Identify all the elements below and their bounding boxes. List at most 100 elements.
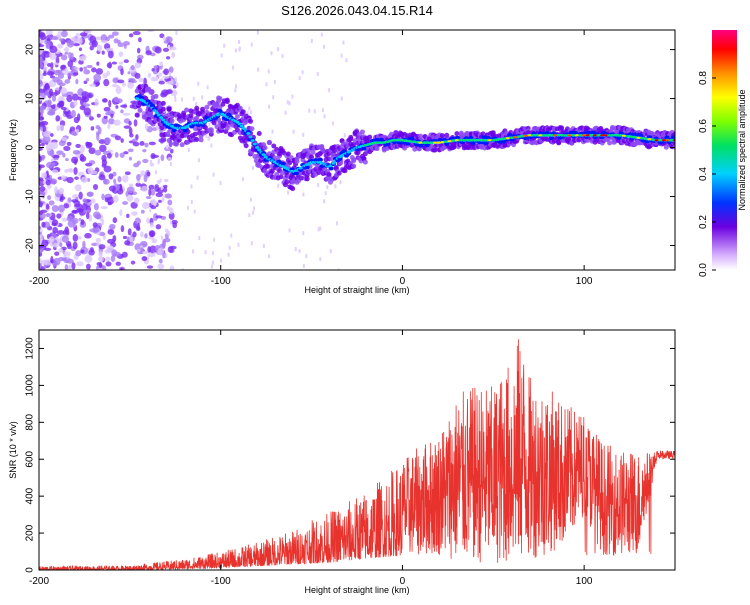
spectrogram-cell bbox=[128, 127, 133, 135]
spectrogram-cell bbox=[39, 32, 46, 41]
spectrogram-cell bbox=[548, 135, 555, 140]
spectrogram-cell bbox=[57, 43, 64, 49]
spectrogram-cell bbox=[212, 172, 215, 177]
spectrogram-cell bbox=[124, 171, 131, 176]
spectrogram-cell bbox=[339, 180, 342, 185]
spectrogram-cell bbox=[64, 46, 70, 53]
spectrogram-cell bbox=[180, 97, 183, 102]
spectrogram-cell bbox=[122, 112, 131, 116]
spectrogram-cell bbox=[72, 72, 79, 76]
spectrogram-cell bbox=[305, 254, 308, 259]
spectrogram-cell bbox=[414, 141, 420, 144]
spectrogram-cell bbox=[250, 42, 253, 47]
spectrogram-cell bbox=[58, 248, 63, 253]
spectrogram-cell bbox=[49, 41, 54, 50]
spectrogram-cell bbox=[351, 158, 357, 164]
spectrogram-cell bbox=[257, 67, 260, 72]
spectrogram-cell bbox=[66, 40, 75, 48]
spectrogram-cell bbox=[192, 249, 195, 254]
spectrogram-cell bbox=[106, 245, 114, 252]
spectrogram-cell bbox=[162, 75, 170, 79]
spectrogram-cell bbox=[102, 72, 108, 79]
spectrogram-cell bbox=[114, 135, 122, 141]
spectrogram-cell bbox=[324, 191, 327, 196]
spectrogram-cell bbox=[160, 106, 166, 112]
spectrogram-cell bbox=[133, 119, 138, 127]
spectrogram-cell bbox=[281, 54, 284, 59]
spectrogram-cell bbox=[51, 104, 56, 110]
spectrogram-cell bbox=[58, 187, 65, 195]
spectrogram-cell bbox=[578, 134, 583, 137]
spectrogram-cell bbox=[52, 226, 59, 234]
spectrogram-cell bbox=[98, 262, 103, 269]
spectrogram-cell bbox=[60, 106, 67, 111]
spectrogram-cell bbox=[498, 138, 503, 141]
spectrogram-cell bbox=[567, 134, 572, 137]
spectrogram-cell bbox=[184, 107, 190, 113]
spectrogram-cell bbox=[167, 44, 170, 49]
spectrogram-cell bbox=[46, 71, 55, 76]
spectrogram-cell bbox=[71, 262, 76, 270]
spectrogram-cell bbox=[143, 77, 147, 86]
spectrogram-cell bbox=[545, 134, 550, 137]
spectrogram-cell bbox=[326, 172, 332, 178]
spectrogram-cell bbox=[94, 149, 102, 156]
spectrogram-cell bbox=[192, 96, 195, 101]
spectrogram-cell bbox=[51, 219, 59, 227]
spectrogram-cell bbox=[230, 233, 233, 238]
spectrogram-cell bbox=[158, 199, 162, 203]
spectrogram-cell bbox=[309, 154, 315, 160]
spectrogram-cell bbox=[41, 154, 45, 161]
spectrogram-cell bbox=[44, 247, 52, 252]
spectrogram-cell bbox=[82, 198, 88, 203]
spectrogram-cell bbox=[167, 246, 174, 253]
spectrogram-cell bbox=[332, 148, 338, 154]
spectrogram-cell bbox=[182, 128, 188, 133]
spectrogram-cell bbox=[61, 136, 68, 142]
spectrogram-cell bbox=[134, 62, 141, 69]
spectrogram-cell bbox=[118, 61, 124, 65]
spectrogram-cell bbox=[130, 201, 138, 209]
colorbar-ticks: 0.0 0.2 0.4 0.6 0.8 bbox=[698, 71, 716, 277]
spectrogram-cell bbox=[361, 146, 367, 151]
spectrogram-cell bbox=[193, 209, 196, 214]
spectrogram-cell bbox=[385, 141, 391, 146]
spectrogram-cell bbox=[262, 243, 265, 248]
spectrogram-cell bbox=[65, 157, 69, 162]
spectrogram-cell bbox=[61, 235, 70, 243]
spectrogram-cell bbox=[131, 211, 138, 216]
spectrogram-cell bbox=[50, 62, 54, 70]
spectrogram-cell bbox=[159, 125, 165, 131]
spectrogram-cell bbox=[39, 57, 44, 64]
spectrogram-cell bbox=[288, 228, 291, 233]
spectrogram-cell bbox=[66, 141, 72, 146]
spectrogram-cell bbox=[39, 237, 43, 245]
spectrogram-cell bbox=[66, 258, 74, 264]
spectrogram-cell bbox=[90, 126, 95, 131]
spectrogram-cell bbox=[108, 34, 115, 39]
spectrogram-cell bbox=[101, 218, 105, 226]
spectrogram-cell bbox=[592, 134, 598, 137]
snr-y-axis: 0 200 400 600 800 1000 1200 bbox=[25, 337, 675, 573]
spectrogram-cell bbox=[86, 93, 93, 98]
spectrogram-cell bbox=[79, 32, 88, 37]
spectrogram-cell bbox=[80, 249, 85, 254]
spectrogram-cell bbox=[59, 197, 64, 202]
spectrogram-cell bbox=[304, 176, 310, 182]
spectrogram-cell bbox=[120, 68, 124, 76]
spectrogram-cell bbox=[250, 139, 255, 142]
spectrogram-cell bbox=[378, 141, 383, 144]
spectrogram-cell bbox=[237, 242, 240, 247]
spectrogram-cell bbox=[56, 150, 64, 156]
spectrogram-cell bbox=[138, 95, 145, 100]
spectrogram-cell bbox=[127, 81, 135, 89]
spectrogram-cell bbox=[113, 178, 117, 185]
spectrogram-cell bbox=[123, 125, 131, 129]
spectrogram-cell bbox=[144, 233, 148, 239]
spectrogram-cell bbox=[298, 76, 301, 81]
spectrogram-cell bbox=[160, 100, 166, 106]
spectrogram-cell bbox=[82, 240, 86, 249]
spectrogram-cell bbox=[47, 195, 52, 201]
spectrogram-cell bbox=[95, 81, 100, 86]
spectrogram-cell bbox=[47, 99, 52, 108]
